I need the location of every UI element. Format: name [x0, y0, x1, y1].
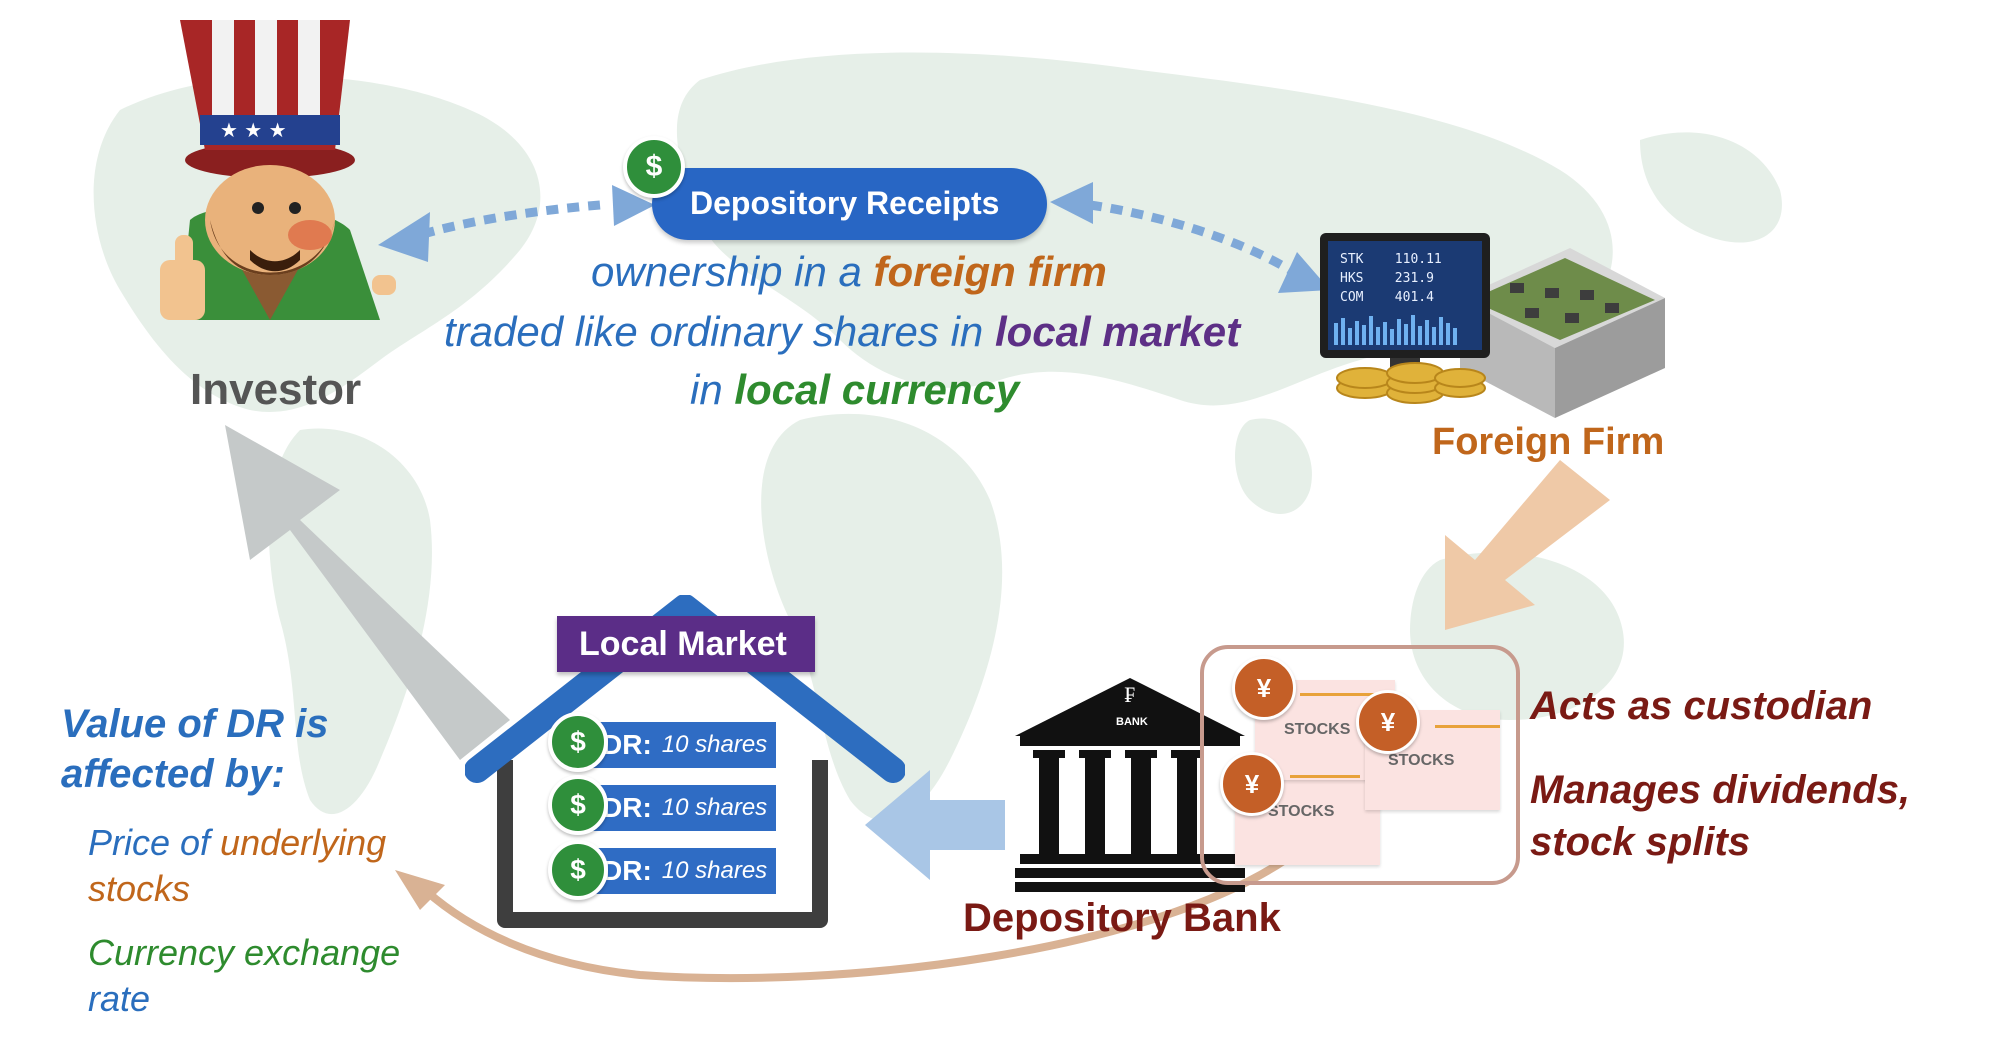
dollar-icon: $	[570, 789, 586, 820]
factor-currency-line1: Currency exchange	[88, 932, 401, 973]
yen-coin-icon: ¥	[1220, 752, 1284, 816]
arrowhead-investor	[378, 212, 430, 262]
role-dividends-line1: Manages dividends,	[1530, 768, 1911, 812]
value-title-line2: affected by:	[61, 752, 285, 796]
dr-item-label: DR: 10 shares	[602, 792, 768, 823]
arrowhead-firm	[1278, 252, 1330, 293]
dr-item: DR: 10 shares	[586, 722, 776, 768]
gold-line	[1300, 693, 1400, 696]
bank-building-icon: ₣	[1015, 678, 1245, 892]
dollar-badge: $	[548, 840, 608, 900]
arrowhead-dr-right	[1050, 182, 1093, 224]
depository-receipts-label: Depository Receipts	[690, 185, 1000, 221]
investor-label: Investor	[190, 365, 362, 414]
investor-illustration: ★ ★ ★	[160, 20, 396, 320]
dollar-icon: $	[645, 150, 663, 183]
dr-item-label: DR: 10 shares	[602, 729, 768, 760]
emphasis-local-market: local market	[994, 308, 1241, 355]
arrowhead-dr-left	[612, 185, 655, 226]
curved-arrowhead	[395, 870, 445, 910]
gold-line	[1290, 775, 1360, 778]
role-dividends-line2: stock splits	[1530, 820, 1751, 864]
stocks-label: STOCKS	[1284, 721, 1351, 738]
factor-price-line1: Price of underlying	[88, 822, 387, 863]
dollar-icon: $	[570, 854, 586, 885]
readout-row: HKS 231.9	[1340, 271, 1434, 286]
stocks-label: STOCKS	[1388, 752, 1455, 769]
yen-symbol: ¥	[1380, 706, 1396, 737]
foreign-firm-illustration	[1320, 233, 1665, 418]
peach-arrow-to-bank	[1445, 460, 1610, 630]
dollar-badge: $	[548, 712, 608, 772]
svg-text:★ ★ ★: ★ ★ ★	[220, 118, 287, 142]
dr-list: DR: 10 shares DR: 10 shares DR: 10 shares $…	[548, 712, 778, 942]
stocks-label: STOCKS	[1268, 803, 1335, 820]
dr-item: DR: 10 shares	[586, 848, 776, 894]
curved-arrow-to-value	[422, 856, 1288, 983]
value-title-line1: Value of DR is	[61, 702, 329, 746]
depository-bank-label: Depository Bank	[963, 896, 1281, 940]
emphasis-foreign-firm: foreign firm	[873, 248, 1107, 295]
factor-underlying: underlying	[220, 822, 387, 863]
dollar-icon: $	[570, 726, 586, 757]
dotted-arrow-firm	[1089, 200, 1293, 274]
emphasis-local-currency: local currency	[734, 366, 1020, 413]
description-line-2: traded like ordinary shares in local mar…	[444, 308, 1241, 355]
dr-item-label: DR: 10 shares	[602, 855, 768, 886]
dr-item: DR: 10 shares	[586, 785, 776, 831]
dotted-arrow-investor	[418, 200, 601, 240]
custodian-box	[1200, 645, 1520, 885]
svg-text:₣: ₣	[1125, 683, 1136, 708]
local-market-banner: Local Market	[557, 616, 815, 672]
dollar-badge: $	[548, 775, 608, 835]
yen-coin-icon: ¥	[1356, 690, 1420, 754]
blue-arrow-to-market	[865, 770, 1005, 880]
yen-symbol: ¥	[1256, 672, 1272, 703]
role-custodian: Acts as custodian	[1530, 684, 1873, 728]
bank-sign: BANK	[1116, 716, 1148, 728]
readout-row: STK 110.11	[1340, 252, 1442, 267]
gray-arrow-to-investor	[225, 425, 510, 760]
local-market-label: Local Market	[579, 625, 787, 663]
depository-receipts-pill: Depository Receipts	[652, 168, 1047, 240]
factor-currency-line2: rate	[88, 978, 151, 1019]
description-line-3: in local currency	[690, 366, 1020, 413]
foreign-firm-label: Foreign Firm	[1432, 421, 1665, 463]
description-line-1: ownership in a foreign firm	[591, 248, 1107, 295]
monitor-readout: STK 110.11 HKS 231.9 COM 401.4	[1340, 250, 1442, 307]
factor-price-line2: stocks	[88, 868, 191, 909]
yen-symbol: ¥	[1244, 768, 1260, 799]
dollar-badge-header: $	[623, 136, 685, 198]
readout-row: COM 401.4	[1340, 290, 1434, 305]
yen-coin-icon: ¥	[1232, 656, 1296, 720]
gold-line	[1435, 725, 1500, 728]
